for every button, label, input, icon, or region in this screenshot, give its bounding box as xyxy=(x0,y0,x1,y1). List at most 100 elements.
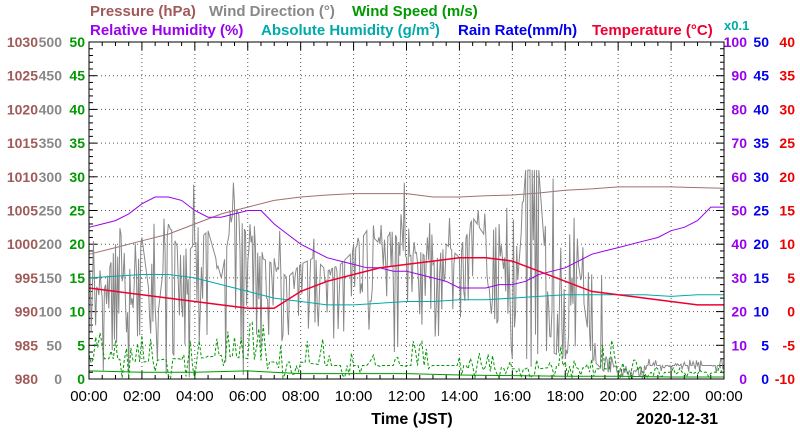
right-axis-label: 45 xyxy=(753,68,769,84)
x-tick-label: 20:00 xyxy=(599,388,637,405)
left-axis-label: 1020 xyxy=(7,101,38,117)
title-wind-direction: Wind Direction (°) xyxy=(209,3,335,20)
left-axis-label: 30 xyxy=(69,169,85,185)
left-axis-label: 990 xyxy=(15,304,39,320)
left-axis-label: 985 xyxy=(15,337,39,353)
right-axis-label: 50 xyxy=(753,34,769,50)
title-scale-note: x0.1 xyxy=(724,18,749,33)
left-axis-label: 150 xyxy=(39,270,63,286)
left-axis-label: 1005 xyxy=(7,203,38,219)
right-axis-label: 25 xyxy=(779,135,795,151)
right-axis-label: 60 xyxy=(731,169,747,185)
left-axis-label: 0 xyxy=(77,371,85,387)
right-axis-label: 40 xyxy=(731,236,747,252)
right-axis-label: 20 xyxy=(779,169,795,185)
right-axis-label: -5 xyxy=(783,337,796,353)
left-axis-label: 250 xyxy=(39,203,63,219)
x-tick-label: 12:00 xyxy=(388,388,426,405)
x-tick-label: 14:00 xyxy=(441,388,479,405)
left-axis-label: 5 xyxy=(77,337,85,353)
left-axis-label: 500 xyxy=(39,34,63,50)
x-tick-label: 02:00 xyxy=(123,388,161,405)
axis-labels: 00:00 02:00 04:00 06:00 08:00 10:00 12:00 14:00… xyxy=(7,34,795,405)
left-axis-label: 400 xyxy=(39,101,63,117)
series-wind-speed-avg- xyxy=(88,370,724,378)
series-relative-humidity xyxy=(88,196,724,289)
left-axis-label: 1010 xyxy=(7,169,38,185)
left-axis-label: 25 xyxy=(69,203,85,219)
title-abs-humidity-main: Absolute Humidity (g/m xyxy=(261,22,429,39)
x-axis-label: Time (JST) xyxy=(371,411,453,428)
right-axis-label: 5 xyxy=(787,270,795,286)
x-tick-label: 04:00 xyxy=(176,388,214,405)
x-tick-label: 10:00 xyxy=(335,388,373,405)
x-tick-label: 00:00 xyxy=(70,388,108,405)
right-axis-label: 30 xyxy=(731,270,747,286)
right-axis-label: 80 xyxy=(731,101,747,117)
date-label: 2020-12-31 xyxy=(636,411,718,428)
left-axis-label: 20 xyxy=(69,236,85,252)
right-axis-label: 10 xyxy=(779,236,795,252)
right-axis-label: 0 xyxy=(761,371,769,387)
x-tick-label: 00:00 xyxy=(705,388,743,405)
right-axis-label: 20 xyxy=(731,304,747,320)
left-axis-label: 200 xyxy=(39,236,63,252)
right-axis-label: 20 xyxy=(753,236,769,252)
left-axis-label: 100 xyxy=(39,304,63,320)
right-axis-label: 90 xyxy=(731,68,747,84)
left-axis-label: 350 xyxy=(39,135,63,151)
right-axis-label: 10 xyxy=(731,337,747,353)
right-axis-label: 40 xyxy=(779,34,795,50)
title-wind-speed: Wind Speed (m/s) xyxy=(352,3,478,20)
right-axis-label: 35 xyxy=(779,68,795,84)
left-axis-label: 980 xyxy=(15,371,39,387)
x-tick-label: 22:00 xyxy=(652,388,690,405)
right-axis-label: -10 xyxy=(775,371,795,387)
right-axis-label: 15 xyxy=(753,270,769,286)
right-axis-label: 50 xyxy=(731,203,747,219)
right-axis-label: 30 xyxy=(779,101,795,117)
right-axis-label: 15 xyxy=(779,203,795,219)
left-axis-label: 1015 xyxy=(7,135,38,151)
series-wind-direction xyxy=(88,169,725,379)
title-temperature: Temperature (°C) xyxy=(592,22,713,39)
title-abs-humidity-sup: 3 xyxy=(429,21,435,32)
right-axis-label: 0 xyxy=(787,304,795,320)
left-axis-label: 995 xyxy=(15,270,39,286)
right-axis-label: 0 xyxy=(739,371,747,387)
right-axis-label: 25 xyxy=(753,203,769,219)
x-tick-label: 16:00 xyxy=(494,388,532,405)
left-axis-label: 10 xyxy=(69,304,85,320)
title-abs-humidity-end: ) xyxy=(435,22,440,39)
left-axis-label: 50 xyxy=(69,34,85,50)
left-axis-label: 450 xyxy=(39,68,63,84)
right-axis-label: 30 xyxy=(753,169,769,185)
right-axis-label: 5 xyxy=(761,337,769,353)
x-tick-label: 06:00 xyxy=(229,388,267,405)
left-axis-label: 1025 xyxy=(7,68,38,84)
left-axis-label: 0 xyxy=(54,371,62,387)
left-axis-label: 40 xyxy=(69,101,85,117)
left-axis-label: 45 xyxy=(69,68,85,84)
left-axis-label: 300 xyxy=(39,169,63,185)
left-axis-label: 15 xyxy=(69,270,85,286)
left-axis-label: 1000 xyxy=(7,236,38,252)
title-humidity: Relative Humidity (%) xyxy=(90,22,243,39)
series-temperature xyxy=(88,256,724,309)
right-axis-label: 10 xyxy=(753,304,769,320)
x-tick-label: 08:00 xyxy=(282,388,320,405)
title-abs-humidity: Absolute Humidity (g/m3) xyxy=(261,21,440,39)
plot-frame xyxy=(88,41,725,380)
right-axis-label: 40 xyxy=(753,101,769,117)
left-axis-label: 35 xyxy=(69,135,85,151)
left-axis-label: 50 xyxy=(46,337,62,353)
right-axis-label: 70 xyxy=(731,135,747,151)
left-axis-label: 1030 xyxy=(7,34,38,50)
right-axis-label: 100 xyxy=(724,34,748,50)
title-rain: Rain Rate(mm/h) xyxy=(458,22,577,39)
x-tick-label: 18:00 xyxy=(546,388,584,405)
title-pressure: Pressure (hPa) xyxy=(90,3,196,20)
right-axis-label: 35 xyxy=(753,135,769,151)
